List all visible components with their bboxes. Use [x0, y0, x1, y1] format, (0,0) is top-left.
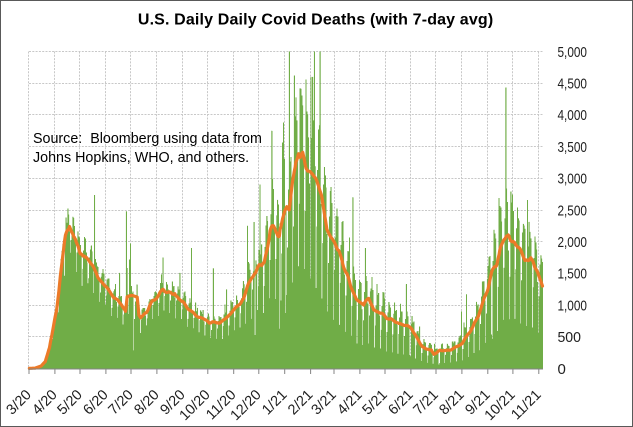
svg-text:3,000: 3,000 — [557, 171, 587, 188]
svg-text:1,500: 1,500 — [557, 266, 587, 283]
svg-text:500: 500 — [557, 329, 581, 346]
svg-text:5,000: 5,000 — [557, 44, 587, 61]
svg-text:4,000: 4,000 — [557, 107, 587, 124]
svg-text:1,000: 1,000 — [557, 297, 587, 314]
svg-text:Source: Bloomberg using data: Source: Bloomberg using data from — [33, 131, 262, 147]
svg-text:Johns Hopkins, WHO, and others: Johns Hopkins, WHO, and others. — [33, 150, 249, 166]
svg-text:U.S. Daily Daily Covid Deaths: U.S. Daily Daily Covid Deaths (with 7-da… — [138, 11, 493, 28]
svg-text:4,500: 4,500 — [557, 75, 587, 92]
svg-text:2,500: 2,500 — [557, 202, 587, 219]
svg-text:3,500: 3,500 — [557, 139, 587, 156]
svg-text:2,000: 2,000 — [557, 234, 587, 251]
svg-text:0: 0 — [557, 361, 565, 378]
